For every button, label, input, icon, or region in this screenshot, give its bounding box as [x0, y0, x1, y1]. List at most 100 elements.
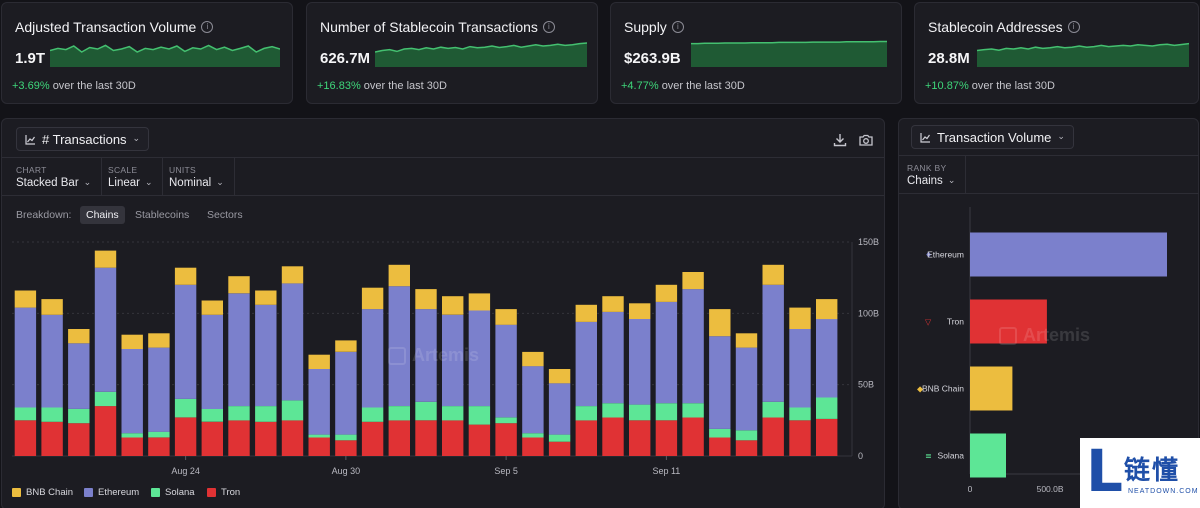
- bar-segment-tron[interactable]: [174, 417, 197, 457]
- bar-segment-ethereum[interactable]: [789, 329, 811, 408]
- bar-segment-bnb-chain[interactable]: [415, 289, 437, 310]
- legend-solana[interactable]: Solana: [151, 487, 195, 498]
- bar-segment-ethereum[interactable]: [201, 314, 223, 409]
- bar-segment-ethereum[interactable]: [14, 307, 37, 408]
- bar-segment-solana[interactable]: [816, 397, 838, 419]
- bar-segment-bnb-chain[interactable]: [789, 307, 811, 329]
- bar-segment-solana[interactable]: [201, 408, 223, 422]
- bar-segment-solana[interactable]: [602, 403, 624, 418]
- bar-segment-tron[interactable]: [228, 420, 250, 456]
- bar-segment-ethereum[interactable]: [335, 351, 357, 435]
- bar-segment-tron[interactable]: [388, 420, 410, 456]
- bar-segment-solana[interactable]: [148, 431, 170, 438]
- bar-bnb-chain[interactable]: [970, 366, 1013, 411]
- volume-metric-dropdown[interactable]: Transaction Volume ⌄: [911, 125, 1074, 149]
- bar-segment-bnb-chain[interactable]: [308, 354, 330, 369]
- bar-segment-solana[interactable]: [388, 406, 410, 421]
- bar-solana[interactable]: [970, 433, 1006, 478]
- bar-segment-ethereum[interactable]: [442, 314, 464, 407]
- bar-segment-bnb-chain[interactable]: [94, 250, 117, 268]
- bar-segment-bnb-chain[interactable]: [148, 333, 170, 348]
- bar-segment-tron[interactable]: [281, 420, 304, 456]
- bar-segment-bnb-chain[interactable]: [335, 340, 357, 352]
- bar-segment-tron[interactable]: [14, 420, 37, 456]
- bar-segment-bnb-chain[interactable]: [361, 287, 384, 310]
- bar-segment-tron[interactable]: [361, 421, 384, 456]
- bar-segment-ethereum[interactable]: [361, 309, 384, 408]
- bar-segment-solana[interactable]: [495, 417, 517, 424]
- bar-segment-tron[interactable]: [629, 420, 651, 456]
- bar-segment-ethereum[interactable]: [228, 293, 250, 407]
- bar-segment-bnb-chain[interactable]: [548, 369, 571, 384]
- legend-ethereum[interactable]: Ethereum: [84, 487, 139, 498]
- rank-by-select[interactable]: Chains ⌄: [907, 175, 955, 187]
- bar-segment-ethereum[interactable]: [148, 347, 170, 432]
- bar-segment-solana[interactable]: [335, 434, 357, 441]
- bar-segment-solana[interactable]: [548, 434, 571, 442]
- bar-segment-solana[interactable]: [522, 433, 544, 438]
- bar-segment-solana[interactable]: [789, 407, 811, 421]
- scale-select[interactable]: Linear ⌄: [108, 177, 153, 189]
- bar-segment-solana[interactable]: [228, 406, 250, 421]
- bar-segment-solana[interactable]: [308, 434, 330, 438]
- bar-segment-ethereum[interactable]: [174, 284, 197, 399]
- bar-segment-tron[interactable]: [308, 437, 330, 457]
- bar-segment-bnb-chain[interactable]: [281, 266, 304, 284]
- bar-segment-tron[interactable]: [148, 437, 170, 457]
- bar-segment-tron[interactable]: [495, 423, 517, 456]
- bar-segment-bnb-chain[interactable]: [468, 293, 491, 311]
- bar-segment-solana[interactable]: [709, 428, 731, 438]
- bar-segment-ethereum[interactable]: [629, 319, 651, 405]
- bar-segment-solana[interactable]: [361, 407, 384, 422]
- bar-segment-bnb-chain[interactable]: [735, 333, 758, 348]
- bar-segment-solana[interactable]: [174, 398, 197, 418]
- info-icon[interactable]: i: [1067, 21, 1080, 33]
- bar-segment-tron[interactable]: [682, 417, 704, 457]
- camera-icon[interactable]: [858, 132, 874, 148]
- bar-segment-tron[interactable]: [816, 418, 838, 456]
- bar-segment-ethereum[interactable]: [709, 336, 731, 429]
- bar-segment-tron[interactable]: [468, 424, 491, 456]
- bar-segment-bnb-chain[interactable]: [14, 290, 37, 308]
- bar-segment-ethereum[interactable]: [762, 284, 784, 402]
- bar-segment-tron[interactable]: [201, 421, 223, 456]
- bar-segment-solana[interactable]: [655, 403, 678, 421]
- bar-segment-bnb-chain[interactable]: [682, 272, 704, 290]
- bar-segment-ethereum[interactable]: [602, 311, 624, 404]
- bar-segment-ethereum[interactable]: [415, 309, 437, 402]
- info-icon[interactable]: i: [201, 21, 214, 33]
- bar-segment-bnb-chain[interactable]: [174, 267, 197, 285]
- bar-segment-tron[interactable]: [762, 417, 784, 457]
- bar-segment-tron[interactable]: [442, 420, 464, 456]
- bar-segment-tron[interactable]: [41, 421, 63, 456]
- bar-segment-tron[interactable]: [94, 406, 117, 456]
- bar-segment-tron[interactable]: [602, 417, 624, 457]
- breakdown-sectors-tab[interactable]: Sectors: [207, 209, 243, 221]
- bar-segment-solana[interactable]: [415, 401, 437, 421]
- bar-ethereum[interactable]: [970, 232, 1167, 277]
- bar-segment-ethereum[interactable]: [522, 366, 544, 434]
- bar-segment-bnb-chain[interactable]: [495, 309, 517, 325]
- bar-segment-tron[interactable]: [255, 421, 277, 456]
- bar-segment-bnb-chain[interactable]: [629, 303, 651, 319]
- bar-segment-tron[interactable]: [121, 437, 143, 457]
- bar-segment-ethereum[interactable]: [548, 383, 571, 435]
- download-icon[interactable]: [832, 132, 848, 148]
- bar-segment-solana[interactable]: [281, 400, 304, 421]
- breakdown-stablecoins-tab[interactable]: Stablecoins: [135, 209, 190, 221]
- bar-segment-ethereum[interactable]: [575, 321, 597, 407]
- bar-segment-bnb-chain[interactable]: [228, 276, 250, 294]
- bar-segment-bnb-chain[interactable]: [816, 299, 838, 320]
- bar-segment-tron[interactable]: [548, 441, 571, 456]
- bar-segment-bnb-chain[interactable]: [575, 304, 597, 322]
- bar-segment-bnb-chain[interactable]: [522, 351, 544, 367]
- bar-segment-ethereum[interactable]: [308, 369, 330, 435]
- bar-segment-solana[interactable]: [575, 406, 597, 421]
- bar-segment-solana[interactable]: [442, 406, 464, 421]
- bar-segment-tron[interactable]: [68, 423, 90, 456]
- bar-segment-bnb-chain[interactable]: [121, 334, 143, 349]
- bar-segment-ethereum[interactable]: [94, 267, 117, 392]
- bar-segment-tron[interactable]: [655, 420, 678, 456]
- bar-segment-ethereum[interactable]: [255, 304, 277, 407]
- metric-dropdown[interactable]: # Transactions ⌄: [16, 127, 150, 151]
